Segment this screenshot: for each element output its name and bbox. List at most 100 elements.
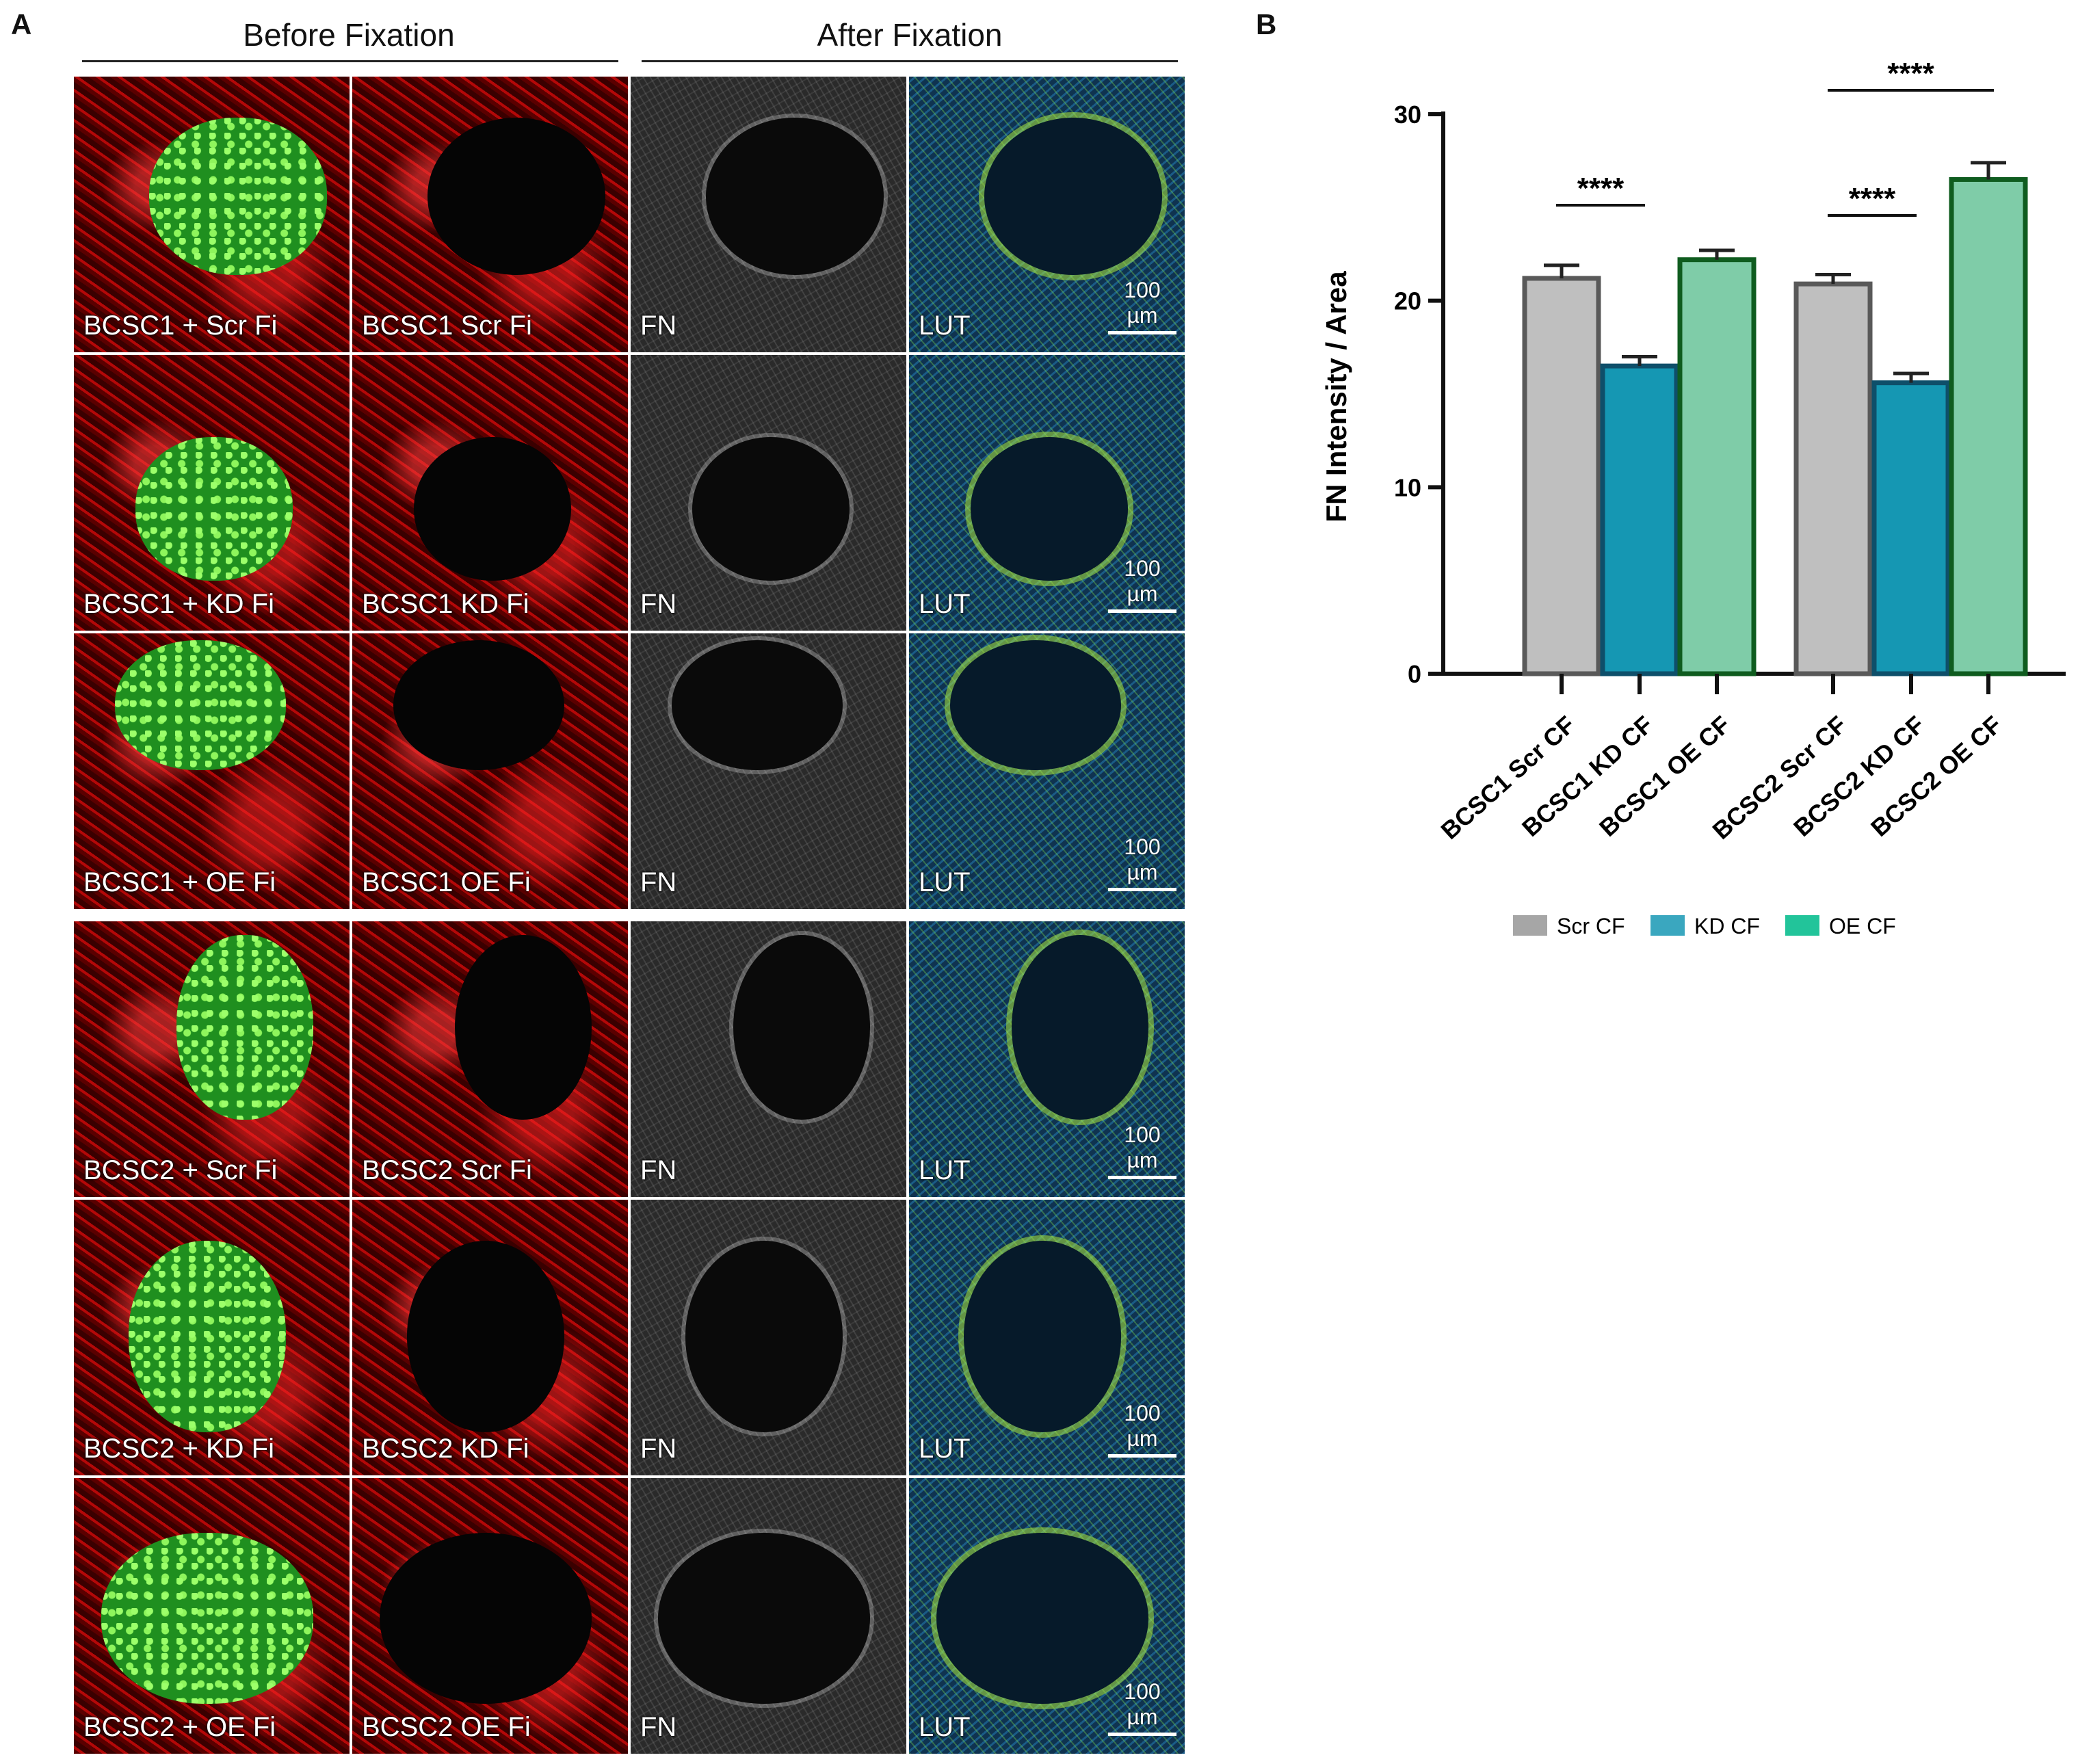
micrograph-label: BCSC1 OE Fi xyxy=(362,867,531,897)
micrograph-r1-c2: BCSC1 Scr Fi xyxy=(352,77,628,352)
micrograph-r6-c4: LUT 100 µm xyxy=(909,1478,1185,1754)
cleared-cavity xyxy=(950,640,1121,770)
cleared-cavity xyxy=(692,437,850,581)
cleared-cavity xyxy=(414,437,571,581)
bar-kd-cf xyxy=(1871,380,1951,676)
legend-swatch xyxy=(1650,915,1685,936)
micrograph-r5-c4: LUT 100 µm xyxy=(909,1200,1185,1475)
bar-oe-cf xyxy=(1949,176,2028,676)
cleared-cavity xyxy=(658,1533,870,1704)
fn-intensity-bar-chart: FN Intensity / Area 0 10 20 30 **** **** ****… xyxy=(1320,57,2066,938)
micrograph-label: FN xyxy=(640,1155,677,1185)
significance-stars: **** xyxy=(1577,172,1625,205)
cleared-cavity xyxy=(685,1241,843,1432)
micrograph-r5-c1: BCSC2 + KD Fi xyxy=(74,1200,350,1475)
micrograph-label: BCSC2 + OE Fi xyxy=(83,1712,276,1742)
scale-bar: 100 µm xyxy=(1108,1401,1176,1458)
scale-bar-line xyxy=(1108,609,1176,613)
cleared-cavity xyxy=(984,118,1162,275)
micrograph-r1-c4: LUT 100 µm xyxy=(909,77,1185,352)
bar-scr-cf xyxy=(1522,276,1601,676)
micrograph-r6-c2: BCSC2 OE Fi xyxy=(352,1478,628,1754)
scale-bar-line xyxy=(1108,1176,1176,1179)
cleared-cavity xyxy=(455,935,592,1120)
scale-bar: 100 µm xyxy=(1108,834,1176,891)
micrograph-label: BCSC2 KD Fi xyxy=(362,1434,529,1464)
scale-bar-line xyxy=(1108,331,1176,334)
scale-bar-label: 100 µm xyxy=(1124,1679,1161,1729)
scale-bar-line xyxy=(1108,1733,1176,1736)
before-fixation-rule xyxy=(82,60,618,62)
cleared-cavity xyxy=(380,1533,592,1704)
micrograph-label: LUT xyxy=(919,1155,971,1185)
scale-bar-label: 100 µm xyxy=(1124,1401,1161,1451)
micrograph-r3-c2: BCSC1 OE Fi xyxy=(352,633,628,909)
cleared-cavity xyxy=(936,1533,1148,1704)
after-fixation-header: After Fixation xyxy=(817,17,1003,53)
legend-label: KD CF xyxy=(1694,914,1760,938)
cancer-cell-cluster xyxy=(149,118,327,275)
scale-bar-label: 100 µm xyxy=(1124,1122,1161,1172)
cleared-cavity xyxy=(706,118,884,275)
micrograph-r5-c3: FN xyxy=(631,1200,906,1475)
micrograph-r4-c3: FN xyxy=(631,921,906,1197)
micrograph-label: BCSC1 + KD Fi xyxy=(83,589,274,619)
micrograph-r5-c2: BCSC2 KD Fi xyxy=(352,1200,628,1475)
cancer-cell-cluster xyxy=(101,1533,313,1704)
bar-kd-cf xyxy=(1600,363,1679,676)
micrograph-r6-c1: BCSC2 + OE Fi xyxy=(74,1478,350,1754)
scale-bar-line xyxy=(1108,888,1176,891)
cleared-cavity xyxy=(672,640,843,770)
panel-b-letter: B xyxy=(1256,8,1277,40)
cleared-cavity xyxy=(733,935,870,1120)
micrograph-r4-c4: LUT 100 µm xyxy=(909,921,1185,1197)
legend-label: Scr CF xyxy=(1557,914,1625,938)
micrograph-label: BCSC2 OE Fi xyxy=(362,1712,531,1742)
micrograph-label: FN xyxy=(640,1434,677,1464)
cancer-cell-cluster xyxy=(129,1241,286,1432)
cancer-cell-cluster xyxy=(115,640,286,770)
micrograph-label: FN xyxy=(640,589,677,619)
scale-bar: 100 µm xyxy=(1108,1679,1176,1736)
micrograph-label: LUT xyxy=(919,1434,971,1464)
micrograph-label: LUT xyxy=(919,311,971,341)
micrograph-r2-c3: FN xyxy=(631,355,906,631)
cleared-cavity xyxy=(964,1241,1121,1432)
micrograph-label: FN xyxy=(640,867,677,897)
micrograph-r2-c4: LUT 100 µm xyxy=(909,355,1185,631)
before-fixation-header: Before Fixation xyxy=(243,17,455,53)
x-tick-label: BCSC1 Scr CF xyxy=(1436,710,1581,844)
micrograph-label: BCSC2 + Scr Fi xyxy=(83,1155,278,1185)
cleared-cavity xyxy=(393,640,564,770)
micrograph-label: BCSC1 + Scr Fi xyxy=(83,311,278,341)
x-tick-label: BCSC2 OE CF xyxy=(1865,710,2007,841)
cleared-cavity xyxy=(428,118,605,275)
y-tick-label: 10 xyxy=(1394,473,1421,501)
micrograph-label: LUT xyxy=(919,1712,971,1742)
y-tick-label: 30 xyxy=(1394,101,1421,129)
bar-scr-cf xyxy=(1793,281,1873,676)
micrograph-r1-c1: BCSC1 + Scr Fi xyxy=(74,77,350,352)
scale-bar: 100 µm xyxy=(1108,1122,1176,1179)
micrograph-r2-c2: BCSC1 KD Fi xyxy=(352,355,628,631)
micrograph-r3-c3: FN xyxy=(631,633,906,909)
cancer-cell-cluster xyxy=(176,935,313,1120)
bar-oe-cf xyxy=(1677,257,1757,676)
micrograph-label: LUT xyxy=(919,589,971,619)
micrograph-label: BCSC2 + KD Fi xyxy=(83,1434,274,1464)
micrograph-label: BCSC2 Scr Fi xyxy=(362,1155,532,1185)
micrograph-r6-c3: FN xyxy=(631,1478,906,1754)
cleared-cavity xyxy=(971,437,1128,581)
y-axis-label: FN Intensity / Area xyxy=(1320,271,1352,523)
legend-swatch xyxy=(1513,915,1547,936)
micrograph-r1-c3: FN xyxy=(631,77,906,352)
micrograph-label: FN xyxy=(640,311,677,341)
significance-stars: **** xyxy=(1849,182,1896,215)
panel-a-letter: A xyxy=(11,8,32,40)
scale-bar: 100 µm xyxy=(1108,556,1176,613)
scale-bar-label: 100 µm xyxy=(1124,278,1161,328)
y-tick-label: 20 xyxy=(1394,287,1421,315)
x-tick-label: BCSC1 KD CF xyxy=(1516,710,1658,841)
micrograph-label: LUT xyxy=(919,867,971,897)
micrograph-r3-c4: LUT 100 µm xyxy=(909,633,1185,909)
